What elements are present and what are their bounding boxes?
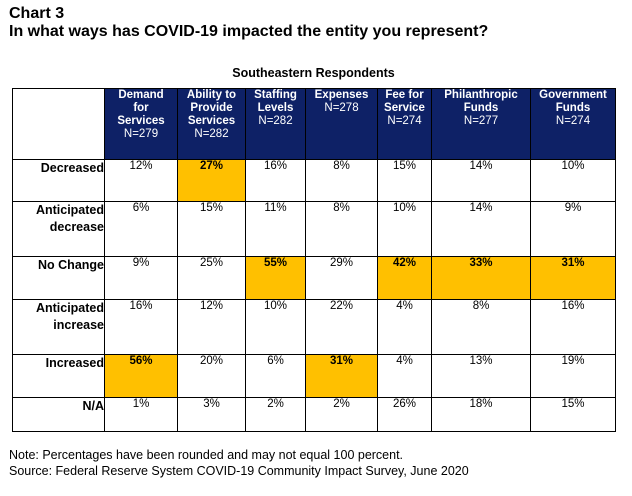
row-label: Anticipated increase [12,299,105,355]
value-cell: 14% [431,201,531,257]
note-rounding: Note: Percentages have been rounded and … [9,448,404,462]
value-cell: 16% [530,299,616,355]
column-header-5: Philanthropic Funds N=277 [431,88,531,160]
value-cell: 9% [104,256,178,300]
value-cell-highlight: 27% [177,159,246,202]
row-label: N/A [12,397,105,432]
table-body: Decreased 12% 27% 16% 8% 15% 14% 10% Anticipated… [12,159,616,432]
column-header-2: Staffing Levels N=282 [245,88,306,160]
value-cell: 2% [305,397,378,432]
value-cell-highlight: 31% [305,354,378,398]
column-n: N=282 [258,115,293,127]
value-cell: 29% [305,256,378,300]
value-cell: 25% [177,256,246,300]
value-cell: 12% [104,159,178,202]
value-cell: 10% [530,159,616,202]
row-label: Anticipated decrease [12,201,105,257]
value-cell: 16% [245,159,306,202]
value-cell: 18% [431,397,531,432]
notes: Note: Percentages have been rounded and … [9,447,469,479]
value-cell: 15% [530,397,616,432]
value-cell-highlight: 56% [104,354,178,398]
value-cell: 10% [377,201,432,257]
column-n: N=279 [123,128,159,140]
row-label: No Change [12,256,105,300]
column-header-3: Expenses N=278 [305,88,378,160]
value-cell: 8% [305,201,378,257]
column-label: Fee for Service [384,89,425,114]
corner-cell [12,88,105,160]
value-cell: 14% [431,159,531,202]
value-cell: 26% [377,397,432,432]
value-cell: 10% [245,299,306,355]
value-cell-highlight: 55% [245,256,306,300]
value-cell: 12% [177,299,246,355]
table-row: N/A 1% 3% 2% 2% 26% 18% 15% [12,397,616,432]
value-cell: 15% [177,201,246,257]
value-cell: 20% [177,354,246,398]
column-label: Ability to Provide Services [186,89,237,127]
chart-title: Chart 3 [9,5,65,22]
value-cell: 19% [530,354,616,398]
table-row: Increased 56% 20% 6% 31% 4% 13% 19% [12,354,616,398]
survey-table: Demand for Services N=279 Ability to Provi… [12,88,616,432]
value-cell: 9% [530,201,616,257]
row-label: Decreased [12,159,105,202]
column-label: Expenses [314,89,369,101]
column-label: Philanthropic Funds [444,89,518,114]
chart-question: In what ways has COVID-19 impacted the e… [9,23,489,40]
value-cell: 8% [305,159,378,202]
value-cell: 11% [245,201,306,257]
value-cell: 4% [377,354,432,398]
table-row: Decreased 12% 27% 16% 8% 15% 14% 10% [12,159,616,202]
value-cell: 6% [104,201,178,257]
column-header-1: Ability to Provide Services N=282 [177,88,246,160]
column-n: N=274 [387,115,422,127]
value-cell: 6% [245,354,306,398]
value-cell: 3% [177,397,246,432]
note-source: Source: Federal Reserve System COVID-19 … [9,464,469,478]
value-cell: 15% [377,159,432,202]
value-cell-highlight: 31% [530,256,616,300]
column-n: N=282 [194,128,229,140]
table-row: Anticipated decrease 6% 15% 11% 8% 10% 14% 9% [12,201,616,257]
header-row: Demand for Services N=279 Ability to Provi… [12,88,616,160]
column-label: Staffing Levels [254,89,297,114]
value-cell: 22% [305,299,378,355]
value-cell-highlight: 42% [377,256,432,300]
value-cell: 13% [431,354,531,398]
value-cell-highlight: 33% [431,256,531,300]
table-row: No Change 9% 25% 55% 29% 42% 33% 31% [12,256,616,300]
value-cell: 8% [431,299,531,355]
table-title: Southeastern Respondents [232,66,395,80]
column-label: Demand for Services [117,89,165,127]
column-n: N=278 [324,102,359,114]
value-cell: 4% [377,299,432,355]
column-header-4: Fee for Service N=274 [377,88,432,160]
column-n: N=274 [555,115,591,127]
column-header-6: Government Funds N=274 [530,88,616,160]
table-row: Anticipated increase 16% 12% 10% 22% 4% 8% 16% [12,299,616,355]
value-cell: 2% [245,397,306,432]
value-cell: 16% [104,299,178,355]
column-header-0: Demand for Services N=279 [104,88,178,160]
row-label: Increased [12,354,105,398]
column-label: Government Funds [539,89,607,114]
value-cell: 1% [104,397,178,432]
column-n: N=277 [463,115,499,127]
